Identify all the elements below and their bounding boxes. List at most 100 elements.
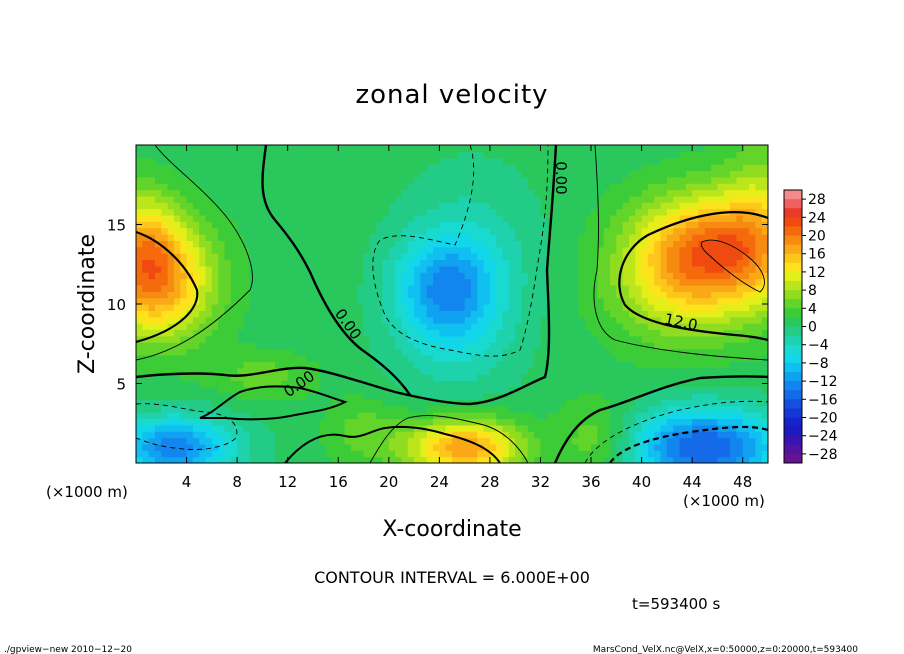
field-cell: [319, 335, 327, 343]
field-cell: [723, 329, 731, 337]
field-cell: [268, 431, 276, 439]
field-cell: [470, 265, 478, 273]
field-cell: [376, 354, 384, 362]
field-cell: [186, 405, 194, 413]
field-cell: [192, 329, 200, 337]
field-cell: [692, 316, 700, 324]
field-cell: [439, 278, 447, 286]
field-cell: [755, 151, 763, 159]
field-cell: [489, 265, 497, 273]
field-cell: [249, 284, 257, 292]
field-cell: [647, 284, 655, 292]
field-cell: [161, 189, 169, 197]
field-cell: [401, 437, 409, 445]
field-cell: [414, 183, 421, 191]
field-cell: [591, 456, 598, 463]
field-cell: [761, 170, 768, 178]
field-cell: [344, 335, 352, 343]
field-cell: [761, 189, 768, 197]
field-cell: [344, 253, 352, 261]
field-cell: [300, 151, 308, 159]
field-cell: [711, 240, 719, 248]
field-cell: [154, 316, 162, 324]
field-cell: [685, 405, 693, 413]
field-cell: [597, 221, 605, 229]
field-cell: [426, 450, 434, 458]
field-cell: [312, 348, 320, 356]
field-cell: [477, 418, 485, 426]
field-cell: [224, 456, 232, 463]
field-cell: [742, 361, 750, 369]
field-cell: [616, 393, 624, 400]
field-cell: [698, 310, 706, 318]
field-cell: [628, 450, 636, 458]
field-cell: [641, 304, 649, 311]
field-cell: [628, 361, 636, 369]
field-cell: [262, 214, 270, 222]
field-cell: [262, 195, 270, 203]
field-cell: [458, 195, 466, 203]
field-cell: [369, 221, 377, 229]
field-cell: [723, 380, 731, 388]
field-cell: [458, 183, 466, 191]
field-cell: [483, 189, 491, 197]
field-cell: [186, 316, 194, 324]
field-cell: [534, 418, 542, 426]
field-cell: [698, 386, 706, 394]
field-cell: [584, 361, 592, 369]
field-cell: [350, 342, 358, 350]
field-cell: [192, 246, 200, 254]
field-cell: [515, 399, 523, 407]
field-cell: [603, 361, 611, 369]
field-cell: [161, 348, 169, 356]
field-cell: [679, 393, 687, 400]
field-cell: [755, 272, 763, 280]
field-cell: [603, 456, 611, 463]
field-cell: [565, 246, 573, 254]
field-cell: [483, 431, 491, 439]
field-cell: [755, 176, 763, 184]
field-cell: [205, 304, 213, 311]
field-cell: [622, 367, 630, 375]
field-cell: [136, 240, 143, 248]
field-cell: [294, 373, 301, 381]
field-cell: [256, 259, 263, 267]
field-cell: [698, 431, 706, 439]
field-cell: [275, 170, 282, 178]
field-cell: [660, 412, 668, 420]
field-cell: [635, 195, 643, 203]
field-cell: [698, 145, 706, 152]
field-cell: [395, 221, 403, 229]
field-cell: [300, 424, 308, 432]
field-cell: [401, 214, 409, 222]
field-cell: [616, 189, 624, 197]
field-cell: [591, 227, 598, 235]
field-cell: [306, 329, 314, 337]
field-cell: [306, 418, 314, 426]
field-cell: [325, 240, 333, 248]
field-cell: [489, 246, 497, 254]
field-cell: [256, 265, 263, 273]
field-cell: [496, 424, 504, 432]
field-cell: [287, 424, 295, 432]
field-cell: [515, 367, 523, 375]
field-cell: [224, 431, 232, 439]
field-cell: [433, 145, 440, 152]
field-cell: [502, 291, 510, 299]
field-cell: [211, 284, 219, 292]
field-cell: [502, 170, 510, 178]
field-cell: [154, 189, 162, 197]
field-cell: [515, 342, 523, 350]
field-cell: [243, 227, 251, 235]
field-cell: [218, 310, 226, 318]
field-cell: [243, 443, 251, 451]
field-cell: [414, 348, 421, 356]
field-cell: [154, 310, 162, 318]
field-cell: [647, 431, 655, 439]
field-cell: [350, 157, 358, 165]
field-cell: [742, 214, 750, 222]
field-cell: [534, 335, 542, 343]
field-cell: [698, 380, 706, 388]
field-cell: [464, 424, 472, 432]
field-cell: [388, 183, 396, 191]
